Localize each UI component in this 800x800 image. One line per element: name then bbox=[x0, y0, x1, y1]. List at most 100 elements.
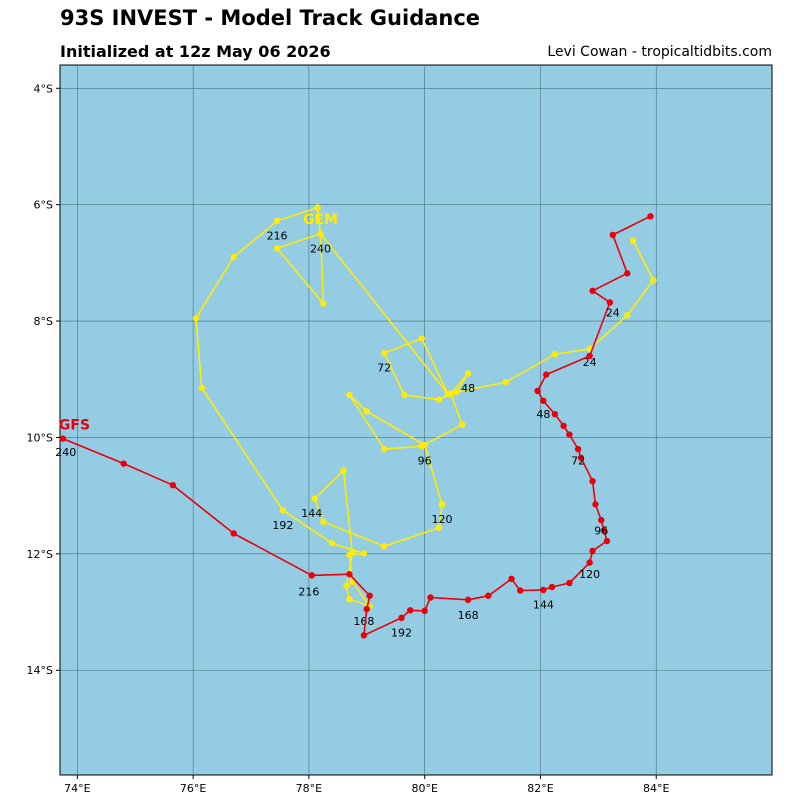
track-point-gfs bbox=[540, 586, 547, 594]
track-point-gem bbox=[320, 300, 327, 307]
track-point-gfs bbox=[586, 559, 593, 566]
track-point-gem bbox=[346, 551, 353, 559]
track-point-gem bbox=[230, 253, 237, 261]
credit-text: Levi Cowan - tropicaltidbits.com bbox=[547, 44, 772, 60]
track-point-gfs bbox=[647, 213, 654, 220]
model-tracks: 24 48 72 96 120 144 168 192 216 240 GEM 24 48 72 96 120… bbox=[55, 204, 657, 639]
track-point-gfs bbox=[548, 583, 556, 591]
track-point-gem bbox=[380, 445, 388, 453]
track-point-gem bbox=[447, 390, 454, 398]
track-point-gfs bbox=[360, 632, 368, 639]
track-point-gem bbox=[279, 507, 287, 514]
map-ocean bbox=[59, 64, 773, 776]
track-point-gem bbox=[360, 550, 368, 557]
track-point-gem bbox=[363, 408, 370, 415]
track-point-gfs bbox=[609, 231, 617, 239]
track-point-gem bbox=[435, 524, 443, 531]
track-point-gfs bbox=[600, 527, 608, 534]
track-point-gfs bbox=[398, 614, 405, 622]
track-point-gem bbox=[320, 518, 327, 526]
forecast-hour-label: 96 bbox=[594, 525, 608, 538]
track-point-gem bbox=[273, 245, 281, 252]
lat-tick-label: 10°S bbox=[27, 431, 53, 444]
forecast-hour-label: 48 bbox=[461, 382, 475, 395]
track-point-gfs bbox=[624, 270, 631, 277]
track-point-gfs bbox=[346, 571, 353, 578]
lon-tick-label: 74°E bbox=[64, 782, 90, 795]
model-label-gfs: GFS bbox=[59, 418, 90, 434]
track-point-gfs bbox=[574, 445, 582, 453]
track-point-gem bbox=[438, 501, 446, 508]
forecast-hour-label: 144 bbox=[533, 598, 554, 611]
lon-tick-label: 78°E bbox=[296, 782, 322, 795]
track-point-gfs bbox=[534, 387, 541, 395]
page-title: 93S INVEST - Model Track Guidance bbox=[60, 6, 481, 30]
track-point-gfs bbox=[560, 422, 567, 430]
lat-tick-label: 14°S bbox=[27, 664, 53, 677]
forecast-hour-label: 168 bbox=[458, 609, 479, 622]
forecast-hour-label: 216 bbox=[267, 230, 288, 243]
forecast-hour-label: 240 bbox=[55, 446, 76, 459]
track-point-gfs bbox=[566, 431, 573, 438]
track-point-gem bbox=[314, 204, 321, 211]
track-point-gfs bbox=[551, 410, 559, 418]
track-point-gem bbox=[401, 391, 408, 399]
forecast-hour-label: 72 bbox=[377, 362, 391, 375]
forecast-hour-label: 24 bbox=[606, 306, 620, 319]
track-point-gfs bbox=[308, 572, 316, 579]
track-point-gfs bbox=[577, 454, 585, 462]
track-point-gfs bbox=[120, 460, 127, 467]
track-point-gfs bbox=[508, 575, 515, 583]
forecast-hour-label: 96 bbox=[418, 455, 432, 468]
lat-tick-label: 4°S bbox=[34, 82, 53, 95]
track-point-gfs bbox=[589, 547, 596, 555]
track-point-gem bbox=[273, 217, 281, 225]
forecast-hour-label: 120 bbox=[579, 568, 600, 581]
track-gfs: 24 48 72 96 120 144 168 192 216 240 GFS bbox=[55, 213, 654, 639]
forecast-hour-label: 168 bbox=[353, 615, 374, 628]
track-point-gfs bbox=[606, 299, 614, 306]
forecast-hour-label: 192 bbox=[272, 519, 293, 532]
track-point-gem bbox=[317, 230, 324, 237]
track-point-gfs bbox=[589, 477, 596, 485]
track-point-gfs bbox=[603, 537, 611, 545]
forecast-hour-label: 240 bbox=[310, 242, 331, 255]
forecast-hour-label: 216 bbox=[298, 586, 319, 599]
track-point-gfs bbox=[592, 501, 599, 508]
track-point-gfs bbox=[59, 435, 67, 442]
lon-tick-label: 84°E bbox=[643, 782, 669, 795]
track-point-gfs bbox=[589, 287, 596, 295]
track-point-gem bbox=[464, 370, 472, 377]
track-point-gem bbox=[453, 388, 460, 396]
track-point-gem bbox=[418, 335, 425, 342]
track-point-gfs bbox=[421, 607, 428, 615]
track-point-gfs bbox=[586, 352, 593, 360]
track-point-gem bbox=[346, 596, 353, 603]
map-grid bbox=[60, 65, 772, 775]
track-point-gem bbox=[349, 578, 356, 585]
track-point-gem bbox=[343, 582, 350, 590]
init-time-subtitle: Initialized at 12z May 06 2026 bbox=[60, 42, 331, 61]
track-point-gem bbox=[198, 384, 206, 392]
track-point-gfs bbox=[366, 592, 373, 599]
track-point-gfs bbox=[230, 530, 237, 537]
track-point-gem bbox=[624, 312, 631, 319]
track-point-gem bbox=[380, 543, 388, 550]
lon-tick-label: 80°E bbox=[411, 782, 437, 795]
track-point-gfs bbox=[516, 587, 524, 594]
track-point-gfs bbox=[543, 371, 550, 378]
track-point-gem bbox=[650, 277, 657, 284]
forecast-hour-label: 24 bbox=[583, 356, 597, 369]
track-point-gem bbox=[340, 467, 347, 474]
axis-ticks: 74°E 76°E 78°E 80°E 82°E 84°E 4°S 6°S 8°S 10°S 12°… bbox=[27, 82, 670, 795]
forecast-hour-label: 48 bbox=[536, 408, 550, 421]
track-point-gfs bbox=[427, 594, 434, 601]
track-point-gem bbox=[421, 441, 428, 449]
track-gem: 24 48 72 96 120 144 168 192 216 240 GEM bbox=[192, 204, 657, 628]
track-point-gem bbox=[192, 314, 200, 322]
lat-tick-label: 12°S bbox=[27, 548, 53, 561]
lon-tick-label: 82°E bbox=[527, 782, 553, 795]
track-point-gem bbox=[502, 378, 509, 386]
track-point-gem bbox=[311, 495, 318, 502]
